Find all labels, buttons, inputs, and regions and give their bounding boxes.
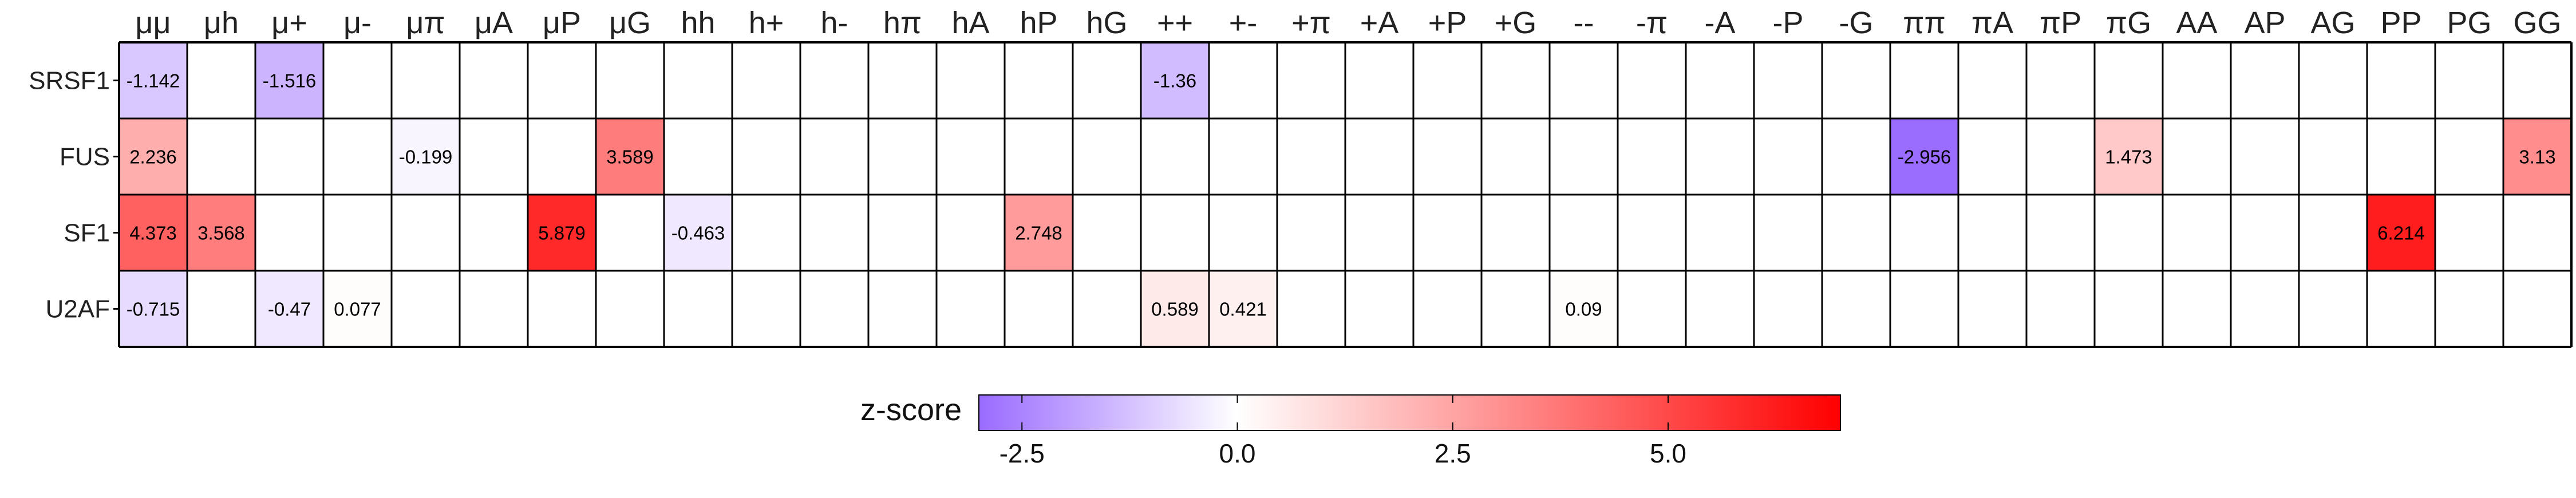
column-label: πA (1971, 6, 2013, 40)
column-label: μh (204, 6, 239, 40)
cell-value-label: -0.463 (671, 223, 725, 244)
row-label: SF1 (64, 219, 110, 247)
cell-value-label: -1.36 (1153, 70, 1196, 92)
cell-value-label: -1.516 (263, 70, 317, 92)
colorbar: z-score -2.5 0.0 2.5 5.0 (860, 393, 1841, 468)
column-label: AA (2176, 6, 2217, 40)
column-label: hP (1020, 6, 1057, 40)
heatmap-cell (596, 118, 664, 195)
column-label: μμ (135, 6, 171, 40)
heatmap-cell (1141, 42, 1209, 118)
colorbar-ticks: -2.5 0.0 2.5 5.0 (999, 395, 1686, 468)
column-label: μP (543, 6, 581, 40)
row-labels: SRSF1 FUS SF1 U2AF (29, 67, 110, 323)
column-label: +π (1291, 6, 1331, 40)
column-label: AP (2244, 6, 2285, 40)
heatmap-cell (255, 42, 323, 118)
cell-value-label: 4.373 (129, 223, 177, 244)
heatmap-cell (1550, 271, 1618, 347)
column-label: -G (1839, 6, 1874, 40)
heatmap-cell (2503, 118, 2571, 195)
colorbar-tick-label: 2.5 (1435, 438, 1471, 468)
cell-value-label: -2.956 (1898, 147, 1951, 168)
heatmap-cell (2095, 118, 2163, 195)
cell-value-label: 0.589 (1151, 299, 1199, 320)
column-label: +A (1360, 6, 1399, 40)
cell-value-label: -0.715 (127, 299, 180, 320)
heatmap-grid (113, 41, 2573, 348)
heatmap-cell (528, 195, 596, 271)
column-label: hπ (883, 6, 922, 40)
column-label: hG (1086, 6, 1127, 40)
column-label: -π (1636, 6, 1668, 40)
column-label: ++ (1157, 6, 1193, 40)
row-label: U2AF (46, 295, 110, 323)
colorbar-title: z-score (860, 393, 962, 427)
heatmap-cell (119, 42, 187, 118)
column-label: μG (609, 6, 651, 40)
cell-value-label: 1.473 (2105, 147, 2152, 168)
column-label: PP (2380, 6, 2421, 40)
heatmap-cell (119, 271, 187, 347)
colorbar-tick-label: -2.5 (999, 438, 1045, 468)
column-label: -- (1574, 6, 1594, 40)
cell-value-label: 5.879 (538, 223, 586, 244)
column-label: πP (2040, 6, 2081, 40)
cell-value-label: 0.077 (334, 299, 381, 320)
row-label: FUS (60, 143, 110, 171)
column-label: hA (951, 6, 989, 40)
column-label: +G (1495, 6, 1537, 40)
heatmap-cell (1890, 118, 1958, 195)
column-label: hh (681, 6, 715, 40)
cell-value-label: -0.47 (268, 299, 311, 320)
column-label: -P (1773, 6, 1804, 40)
cell-value-label: 3.568 (197, 223, 245, 244)
column-label: μ+ (271, 6, 307, 40)
column-label: μA (475, 6, 513, 40)
column-label: h- (820, 6, 848, 40)
heatmap-cell (1209, 271, 1277, 347)
heatmap-cell (1005, 195, 1073, 271)
heatmap-cell (119, 195, 187, 271)
column-label: AG (2310, 6, 2355, 40)
heatmap-cell (664, 195, 732, 271)
colorbar-tick-label: 0.0 (1219, 438, 1256, 468)
column-label: ππ (1903, 6, 1946, 40)
colorbar-gradient (978, 394, 1841, 431)
cell-value-label: -0.199 (399, 147, 453, 168)
column-label: μπ (406, 6, 445, 40)
cell-value-label: 3.13 (2519, 147, 2555, 168)
column-label: -A (1705, 6, 1736, 40)
cell-value-label: 2.236 (129, 147, 177, 168)
heatmap-cell (255, 271, 323, 347)
heatmap-cells: -1.142 -1.516 -1.36 2.236 -0.199 3.589 -2.956 1… (119, 42, 2571, 347)
column-label: +P (1428, 6, 1467, 40)
cell-value-label: 6.214 (2377, 223, 2425, 244)
column-label: h+ (749, 6, 784, 40)
heatmap-cell (119, 118, 187, 195)
column-label: +- (1229, 6, 1258, 40)
column-label: μ- (343, 6, 372, 40)
cell-value-label: 2.748 (1015, 223, 1062, 244)
heatmap-cell (323, 271, 392, 347)
row-label: SRSF1 (29, 67, 110, 95)
column-labels: μμ μh μ+ μ-μπ μA μP μG hh h+ h-hπ hA hP hG ++ +- +π +A +P… (135, 6, 2561, 40)
column-label: πG (2106, 6, 2151, 40)
cell-value-label: 3.589 (606, 147, 654, 168)
heatmap-cell (2367, 195, 2435, 271)
column-label: PG (2447, 6, 2491, 40)
heatmap-cell (1141, 271, 1209, 347)
heatmap-cell (392, 118, 460, 195)
column-label: GG (2513, 6, 2561, 40)
colorbar-tick-label: 5.0 (1650, 438, 1686, 468)
cell-value-label: 0.421 (1219, 299, 1267, 320)
cell-value-label: -1.142 (127, 70, 180, 92)
cell-value-label: 0.09 (1565, 299, 1602, 320)
heatmap-cell (187, 195, 255, 271)
